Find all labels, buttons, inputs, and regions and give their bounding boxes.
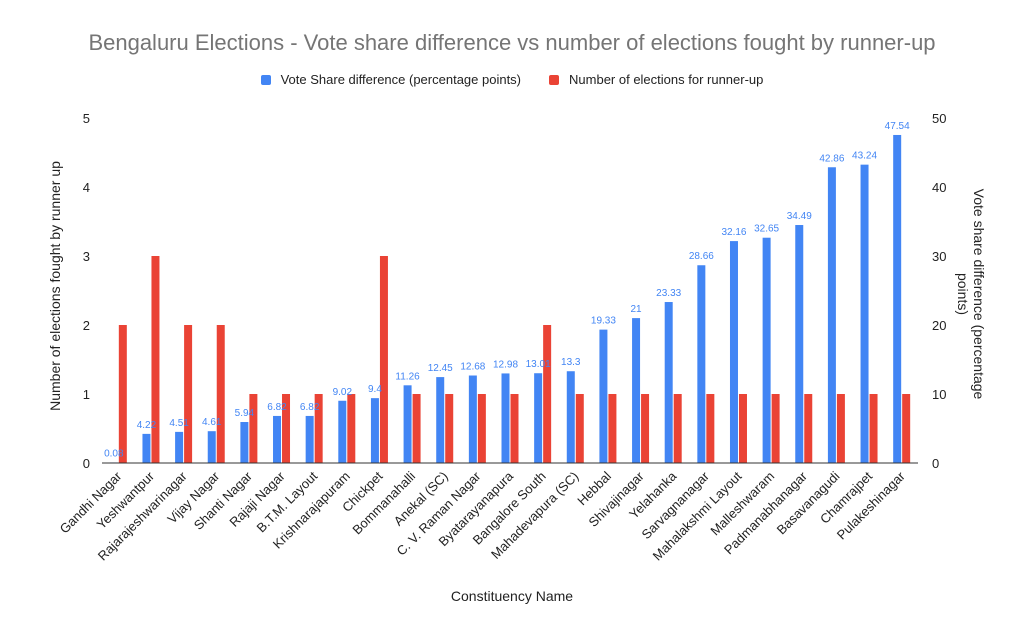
data-label-vote-share: 23.33 — [656, 288, 681, 299]
bar-elections[interactable] — [543, 325, 552, 463]
data-label-vote-share: 4.51 — [169, 418, 189, 429]
bar-elections[interactable] — [869, 394, 878, 463]
bar-vote-share[interactable] — [338, 400, 347, 463]
data-label-vote-share: 6.82 — [300, 402, 320, 413]
bar-vote-share[interactable] — [305, 415, 314, 463]
bar-vote-share[interactable] — [860, 164, 869, 464]
y-tick-left: 1 — [83, 387, 90, 402]
bar-vote-share[interactable] — [632, 318, 641, 463]
y-tick-right: 0 — [932, 456, 939, 471]
data-label-vote-share: 32.16 — [721, 227, 746, 238]
data-label-vote-share: 11.26 — [395, 371, 420, 382]
legend-swatch-vote-share — [260, 74, 271, 85]
bar-vote-share[interactable] — [827, 167, 836, 464]
data-label-vote-share: 21 — [630, 304, 642, 315]
y-tick-left: 5 — [83, 111, 90, 126]
legend-item-vote-share[interactable]: Vote Share difference (percentage points… — [260, 72, 522, 87]
y-tick-left: 3 — [83, 249, 90, 264]
y-tick-right: 50 — [932, 111, 946, 126]
bar-vote-share[interactable] — [468, 375, 477, 463]
bar-elections[interactable] — [575, 394, 584, 463]
legend-label-vote-share: Vote Share difference (percentage points… — [280, 72, 522, 87]
data-label-vote-share: 19.33 — [591, 316, 616, 327]
bar-elections[interactable] — [738, 394, 747, 463]
bar-vote-share[interactable] — [142, 433, 151, 463]
y-tick-left: 0 — [83, 456, 90, 471]
legend: Vote Share difference (percentage points… — [0, 72, 1024, 87]
bar-elections[interactable] — [314, 394, 323, 463]
data-label-vote-share: 12.45 — [428, 363, 453, 374]
data-label-vote-share: 42.86 — [819, 153, 844, 164]
y-tick-left: 4 — [83, 180, 90, 195]
bar-vote-share[interactable] — [729, 241, 738, 463]
bar-elections[interactable] — [477, 394, 486, 463]
chart-title: Bengaluru Elections - Vote share differe… — [88, 30, 936, 55]
data-label-vote-share: 4.22 — [137, 420, 157, 431]
legend-swatch-elections — [549, 74, 560, 85]
bar-elections[interactable] — [706, 394, 715, 463]
bar-vote-share[interactable] — [599, 329, 608, 463]
bar-vote-share[interactable] — [273, 415, 282, 463]
data-label-vote-share: 32.65 — [754, 224, 779, 235]
bar-elections[interactable] — [412, 394, 421, 463]
data-label-vote-share: 6.82 — [267, 402, 287, 413]
bar-vote-share[interactable] — [893, 134, 902, 463]
data-label-vote-share: 5.94 — [235, 408, 255, 419]
y-tick-right: 10 — [932, 387, 946, 402]
bar-elections[interactable] — [673, 394, 682, 463]
bar-elections[interactable] — [216, 325, 225, 463]
bar-elections[interactable] — [445, 394, 454, 463]
bar-elections[interactable] — [282, 394, 291, 463]
bar-elections[interactable] — [249, 394, 258, 463]
bar-vote-share[interactable] — [175, 431, 184, 463]
y-tick-right: 30 — [932, 249, 946, 264]
data-label-vote-share: 9.4 — [368, 384, 382, 395]
data-label-vote-share: 0.08 — [104, 448, 124, 459]
bar-vote-share[interactable] — [697, 265, 706, 463]
bar-elections[interactable] — [510, 394, 519, 463]
data-label-vote-share: 12.98 — [493, 359, 518, 370]
bar-elections[interactable] — [641, 394, 650, 463]
bar-vote-share[interactable] — [566, 371, 575, 463]
bar-vote-share[interactable] — [370, 398, 379, 463]
bar-vote-share[interactable] — [240, 422, 249, 463]
bar-vote-share[interactable] — [664, 302, 673, 463]
y-tick-left: 2 — [83, 318, 90, 333]
bar-elections[interactable] — [379, 256, 388, 463]
bar-vote-share[interactable] — [436, 377, 445, 463]
data-label-vote-share: 4.61 — [202, 417, 222, 428]
bar-elections[interactable] — [608, 394, 617, 463]
y-axis-right-title: Vote share difference (percentage points… — [955, 188, 987, 400]
bar-elections[interactable] — [151, 256, 160, 463]
data-label-vote-share: 47.54 — [885, 121, 910, 132]
bar-vote-share[interactable] — [534, 373, 543, 463]
bar-elections[interactable] — [184, 325, 193, 463]
bar-vote-share[interactable] — [207, 431, 216, 463]
legend-item-elections[interactable]: Number of elections for runner-up — [549, 72, 763, 87]
bar-elections[interactable] — [804, 394, 813, 463]
data-label-vote-share: 13.3 — [561, 357, 581, 368]
bar-elections[interactable] — [347, 394, 356, 463]
y-tick-right: 40 — [932, 180, 946, 195]
bar-vote-share[interactable] — [403, 385, 412, 463]
bar-elections[interactable] — [118, 325, 127, 463]
bar-vote-share[interactable] — [795, 225, 804, 463]
data-label-vote-share: 9.02 — [333, 387, 353, 398]
bar-vote-share[interactable] — [762, 237, 771, 463]
data-label-vote-share: 12.68 — [460, 362, 485, 373]
legend-label-elections: Number of elections for runner-up — [569, 72, 764, 87]
bar-elections[interactable] — [836, 394, 845, 463]
y-tick-right: 20 — [932, 318, 946, 333]
data-label-vote-share: 28.66 — [689, 251, 714, 262]
data-label-vote-share: 43.24 — [852, 151, 877, 162]
data-label-vote-share: 34.49 — [787, 211, 812, 222]
data-label-vote-share: 13.01 — [526, 359, 551, 370]
bar-elections[interactable] — [771, 394, 780, 463]
bar-elections[interactable] — [902, 394, 911, 463]
y-axis-left-title: Number of elections fought by runner up — [47, 161, 63, 411]
bar-vote-share[interactable] — [501, 373, 510, 463]
x-axis-title: Constituency Name — [450, 588, 574, 604]
